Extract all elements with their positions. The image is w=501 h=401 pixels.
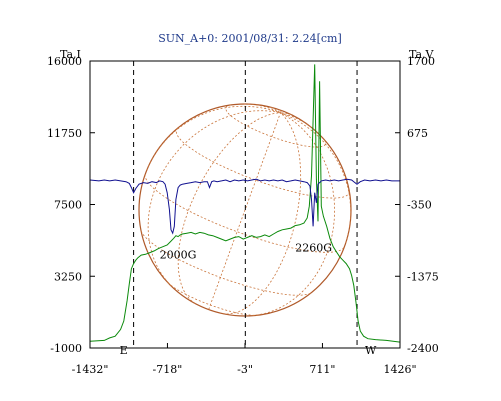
globe-parallel: [140, 230, 312, 296]
annotation-label: 2000G: [160, 248, 197, 261]
y-right-axis-label: Ta,V: [409, 48, 435, 61]
globe-meridian: [280, 112, 292, 116]
globe-meridian: [270, 106, 281, 114]
series-line-2: [89, 178, 400, 235]
y-right-tick-label: 1700: [407, 55, 435, 68]
y-right-tick-label: -2400: [407, 342, 439, 355]
x-tick-label: 711": [309, 363, 335, 376]
series-line-1: [89, 64, 401, 343]
x-tick-label: -3": [237, 363, 253, 376]
globe-meridian: [280, 110, 282, 113]
globe-meridian: [280, 112, 352, 244]
east-limb-label: E: [120, 344, 128, 357]
y-left-tick-label: -1000: [50, 342, 82, 355]
axes-ticks: 16000 11750 7500 3250 -1000 1700 675 -350 -1375 -…: [47, 55, 439, 376]
series-group: [89, 64, 401, 343]
globe-meridian: [146, 105, 281, 171]
y-left-tick-label: 16000: [47, 55, 82, 68]
globe-meridian: [177, 112, 281, 304]
y-right-tick-label: -1375: [407, 270, 439, 283]
west-limb-label: W: [365, 344, 377, 357]
y-left-axis-label: Ta,I: [60, 48, 81, 61]
x-tick-label: 1426": [383, 363, 416, 376]
annotation-label: 2260G: [295, 242, 332, 255]
y-left-tick-label: 3250: [54, 270, 82, 283]
globe-parallel: [225, 104, 326, 148]
y-right-tick-label: -350: [407, 199, 432, 212]
globe-meridian: [222, 112, 302, 315]
y-right-tick-label: 675: [407, 127, 428, 140]
x-tick-label: -718": [153, 363, 183, 376]
y-left-tick-label: 7500: [54, 199, 82, 212]
x-tick-label: -1432": [72, 363, 109, 376]
chart-title: SUN_A+0: 2001/08/31: 2.24[cm]: [158, 32, 342, 45]
globe-meridian: [208, 112, 281, 310]
y-left-tick-label: 11750: [47, 127, 82, 140]
annotations-group: 2000G 2260G: [160, 242, 332, 262]
